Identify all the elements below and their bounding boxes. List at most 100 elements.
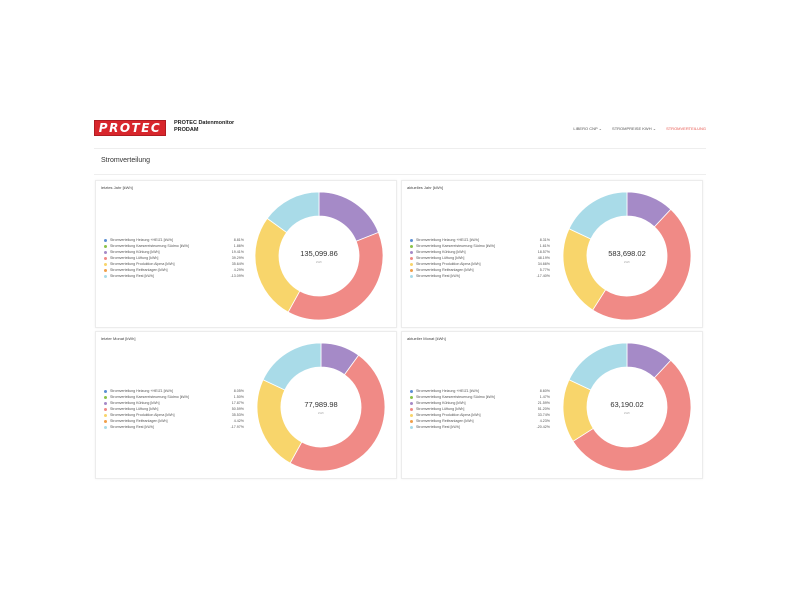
nav-item-libero[interactable]: LIBERO CNP ⌄	[573, 126, 603, 131]
legend-item[interactable]: Stromverteilung Lüftung [kWh] 48.19%	[410, 255, 550, 261]
legend-dot-icon	[104, 389, 107, 393]
donut-svg	[562, 342, 692, 472]
legend-dot-icon	[410, 419, 413, 423]
donut-slice[interactable]	[266, 191, 320, 234]
legend-item[interactable]: Stromverteilung Kaesereisteuerung Südmo …	[410, 394, 550, 400]
legend-label: Stromverteilung Rest [kWh]	[416, 274, 460, 278]
legend-item[interactable]: Stromverteilung Reifeanlagen [kWh] 4.29%	[104, 267, 244, 273]
legend-dot-icon	[410, 262, 413, 266]
donut-slice[interactable]	[254, 217, 301, 313]
donut-total-unit: kWh	[318, 411, 324, 415]
legend-value: 51.20%	[537, 407, 550, 411]
legend-label: Stromverteilung Reifeanlagen [kWh]	[416, 419, 474, 423]
legend-label: Stromverteilung Kaesereisteuerung Südmo …	[110, 244, 189, 248]
donut-chart: 63,190.02 kWh	[562, 342, 692, 472]
legend-item[interactable]: Stromverteilung Heizung +HEIZ1 [kWh] 8.05…	[104, 388, 244, 394]
nav-item-stromverteilung[interactable]: STROMVERTEILUNG	[666, 126, 706, 131]
legend-item[interactable]: Stromverteilung Produktion Alpma [kWh] 35…	[104, 261, 244, 267]
legend-item[interactable]: Stromverteilung Rest [kWh] -20.42%	[410, 424, 550, 430]
panel-title: aktuelles Jahr [kWh]	[407, 185, 444, 190]
legend-dot-icon	[104, 395, 107, 399]
legend-dot-icon	[410, 268, 413, 272]
legend-item[interactable]: Stromverteilung Produktion Alpma [kWh] 34…	[410, 261, 550, 267]
donut-slice[interactable]	[318, 191, 380, 242]
legend-item[interactable]: Stromverteilung Lüftung [kWh] 50.59%	[104, 406, 244, 412]
legend-item[interactable]: Stromverteilung Lüftung [kWh] 51.20%	[410, 406, 550, 412]
donut-slice[interactable]	[289, 354, 386, 472]
donut-slice[interactable]	[562, 228, 607, 311]
legend-dot-icon	[410, 389, 413, 393]
legend-item[interactable]: Stromverteilung Lüftung [kWh] 39.29%	[104, 255, 244, 261]
legend-value: -20.42%	[536, 425, 550, 429]
legend-dot-icon	[104, 250, 107, 254]
legend-dot-icon	[104, 407, 107, 411]
legend-item[interactable]: Stromverteilung Reifeanlagen [kWh] 5.77%	[410, 267, 550, 273]
legend-dot-icon	[410, 238, 413, 242]
legend-value: 17.87%	[231, 401, 244, 405]
donut-total-unit: kWh	[624, 411, 630, 415]
chart-panel: aktuelles Jahr [kWh] Stromverteilung Heiz…	[401, 180, 703, 328]
legend-item[interactable]: Stromverteilung Kühlung [kWh] 18.57%	[410, 249, 550, 255]
divider	[94, 148, 706, 149]
legend-value: 48.19%	[537, 256, 550, 260]
legend-item[interactable]: Stromverteilung Kühlung [kWh] 17.87%	[104, 400, 244, 406]
legend-dot-icon	[410, 413, 413, 417]
donut-svg	[562, 191, 692, 321]
donut-slice[interactable]	[262, 342, 322, 391]
legend-label: Stromverteilung Produktion Alpma [kWh]	[416, 262, 481, 266]
legend-item[interactable]: Stromverteilung Rest [kWh] -17.40%	[410, 273, 550, 279]
legend-value: 4.29%	[233, 268, 244, 272]
legend-value: 8.81%	[233, 238, 244, 242]
chart-legend: Stromverteilung Heizung +HEIZ1 [kWh] 8.31…	[410, 237, 550, 279]
donut-slice[interactable]	[256, 379, 303, 464]
donut-slice[interactable]	[568, 191, 628, 240]
legend-dot-icon	[410, 407, 413, 411]
legend-item[interactable]: Stromverteilung Produktion Alpma [kWh] 33…	[410, 412, 550, 418]
legend-dot-icon	[104, 274, 107, 278]
donut-total-value: 583,698.02	[608, 249, 646, 258]
legend-label: Stromverteilung Produktion Alpma [kWh]	[110, 413, 175, 417]
legend-item[interactable]: Stromverteilung Kaesereisteuerung Südmo …	[104, 243, 244, 249]
legend-value: 19.41%	[231, 250, 244, 254]
divider	[94, 174, 706, 175]
legend-label: Stromverteilung Rest [kWh]	[416, 425, 460, 429]
legend-item[interactable]: Stromverteilung Kaesereisteuerung Südmo …	[104, 394, 244, 400]
protec-logo[interactable]: PROTEC	[94, 120, 166, 136]
legend-item[interactable]: Stromverteilung Reifeanlagen [kWh] 4.42%	[104, 418, 244, 424]
legend-dot-icon	[104, 425, 107, 429]
donut-slice[interactable]	[592, 208, 692, 321]
donut-total-value: 63,190.02	[610, 400, 644, 409]
donut-chart: 583,698.02 kWh	[562, 191, 692, 321]
legend-value: 1.61%	[539, 244, 550, 248]
legend-dot-icon	[410, 274, 413, 278]
legend-item[interactable]: Stromverteilung Heizung +HEIZ1 [kWh] 8.31…	[410, 237, 550, 243]
panel-title: letzter Monat [kWh]	[101, 336, 136, 341]
legend-dot-icon	[104, 268, 107, 272]
donut-total-value: 135,099.86	[300, 249, 338, 258]
legend-label: Stromverteilung Kühlung [kWh]	[416, 250, 466, 254]
legend-value: 4.42%	[233, 419, 244, 423]
legend-item[interactable]: Stromverteilung Heizung +HEIZ1 [kWh] 8.60…	[410, 388, 550, 394]
legend-label: Stromverteilung Rest [kWh]	[110, 425, 154, 429]
legend-dot-icon	[104, 419, 107, 423]
legend-label: Stromverteilung Heizung +HEIZ1 [kWh]	[416, 238, 479, 242]
donut-slice[interactable]	[572, 359, 692, 472]
legend-item[interactable]: Stromverteilung Rest [kWh] -17.97%	[104, 424, 244, 430]
legend-item[interactable]: Stromverteilung Reifeanlagen [kWh] 4.23%	[410, 418, 550, 424]
donut-svg	[256, 342, 386, 472]
legend-label: Stromverteilung Heizung +HEIZ1 [kWh]	[416, 389, 479, 393]
legend-dot-icon	[104, 238, 107, 242]
legend-item[interactable]: Stromverteilung Rest [kWh] -13.09%	[104, 273, 244, 279]
donut-chart: 135,099.86 kWh	[254, 191, 384, 321]
chart-legend: Stromverteilung Heizung +HEIZ1 [kWh] 8.05…	[104, 388, 244, 430]
legend-item[interactable]: Stromverteilung Kaesereisteuerung Südmo …	[410, 243, 550, 249]
donut-slice[interactable]	[287, 231, 384, 321]
legend-item[interactable]: Stromverteilung Kühlung [kWh] 19.41%	[104, 249, 244, 255]
legend-item[interactable]: Stromverteilung Kühlung [kWh] 21.59%	[410, 400, 550, 406]
legend-item[interactable]: Stromverteilung Produktion Alpma [kWh] 35…	[104, 412, 244, 418]
nav-item-strompreise[interactable]: STROMPREISE KWH ⌄	[612, 126, 657, 131]
panel-title: letztes Jahr [kWh]	[101, 185, 133, 190]
donut-total-unit: kWh	[624, 260, 630, 264]
donut-slice[interactable]	[568, 342, 628, 391]
legend-item[interactable]: Stromverteilung Heizung +HEIZ1 [kWh] 8.81…	[104, 237, 244, 243]
